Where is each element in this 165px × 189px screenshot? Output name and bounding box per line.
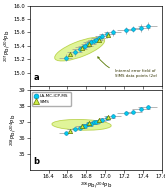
Point — [97, 37, 100, 40]
Point — [97, 38, 100, 41]
Point — [64, 56, 67, 59]
Y-axis label: $^{207}$Pb/$^{204}$Pb: $^{207}$Pb/$^{204}$Pb — [3, 30, 12, 62]
Point — [93, 121, 95, 124]
Point — [88, 122, 90, 125]
Point — [125, 112, 127, 115]
Point — [69, 53, 72, 56]
Point — [146, 106, 149, 109]
X-axis label: $^{206}$Pb/$^{204}$Pb: $^{206}$Pb/$^{204}$Pb — [80, 181, 112, 189]
Point — [132, 110, 135, 113]
Point — [101, 35, 104, 38]
Point — [90, 122, 92, 125]
Point — [97, 119, 100, 122]
Point — [84, 44, 87, 47]
Ellipse shape — [52, 119, 111, 130]
Point — [97, 119, 100, 122]
Point — [111, 31, 114, 34]
Point — [107, 116, 109, 119]
Point — [111, 114, 114, 117]
Point — [146, 24, 149, 27]
Point — [80, 125, 83, 128]
Point — [106, 116, 108, 119]
Point — [90, 41, 92, 44]
Point — [107, 34, 109, 37]
Point — [88, 42, 90, 45]
Point — [140, 26, 142, 29]
Legend: LA-MC-ICP-MS, SIMS: LA-MC-ICP-MS, SIMS — [32, 92, 71, 106]
Y-axis label: $^{208}$Pb/$^{204}$Pb: $^{208}$Pb/$^{204}$Pb — [8, 114, 17, 146]
Point — [80, 46, 83, 49]
Point — [94, 120, 97, 123]
Point — [94, 38, 97, 41]
Point — [78, 48, 81, 51]
Point — [140, 108, 142, 111]
Point — [87, 42, 89, 45]
Point — [81, 46, 84, 49]
Text: a: a — [34, 73, 39, 82]
Point — [81, 125, 84, 128]
Text: Internal error field of
SIMS data points (2σ): Internal error field of SIMS data points… — [98, 57, 157, 78]
Point — [64, 132, 67, 135]
Point — [106, 33, 108, 36]
Point — [101, 118, 104, 121]
Point — [78, 126, 81, 129]
Ellipse shape — [55, 37, 105, 61]
Point — [74, 128, 76, 131]
Point — [93, 40, 95, 43]
Text: b: b — [34, 157, 40, 166]
Point — [125, 29, 127, 32]
Point — [74, 51, 76, 54]
Point — [69, 129, 72, 132]
Point — [87, 123, 89, 126]
Point — [132, 28, 135, 31]
Point — [84, 124, 87, 127]
